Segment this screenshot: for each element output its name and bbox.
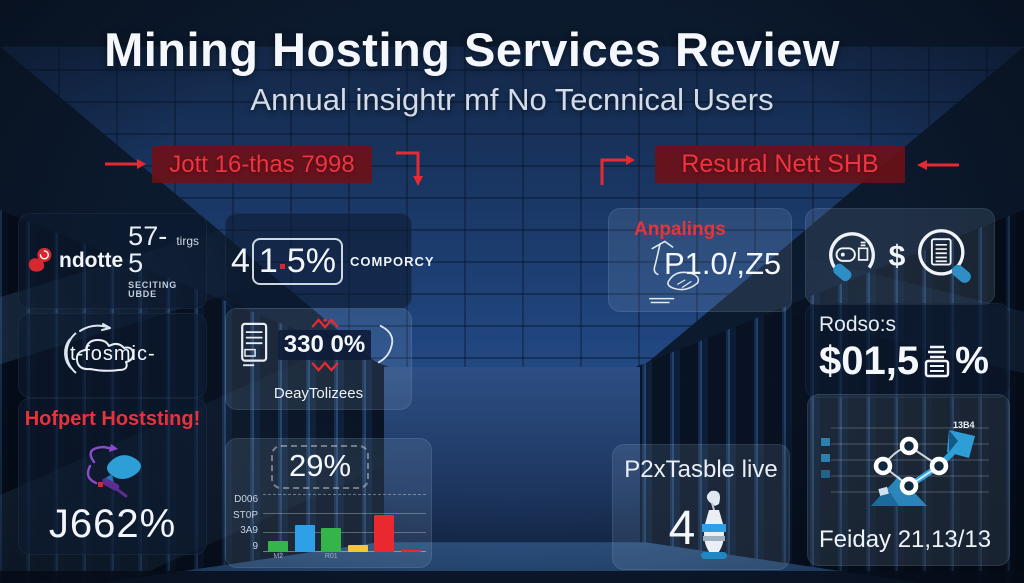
comporcy-frac: 5% (286, 241, 336, 280)
arrow-left-icon (917, 160, 959, 170)
gauge-tag-icon (828, 231, 875, 281)
cycle-whale-icon (86, 444, 141, 498)
ndotte-brand-label: ndotte (59, 249, 124, 272)
rodsos-suffix: % (955, 340, 989, 382)
hofpert-title: Hofpert Hoststing! (24, 408, 201, 430)
bar-slot (347, 494, 368, 552)
comporcy-stat-card: 4 1 5% COMPORCY (225, 213, 434, 309)
uptime-row: 330 0% (225, 318, 412, 372)
node-graph-icon (821, 427, 989, 506)
uptime-value: 330 0% (277, 330, 372, 360)
server-rack-icon (240, 322, 268, 367)
rate-headline: 29% (271, 445, 370, 489)
comporcy-outline-box: 1 5% (251, 237, 343, 285)
uptime-label: DeayTolizees (273, 385, 364, 402)
uptime-stat-card: 330 0% DeayTolizees (225, 308, 412, 410)
banner-left-label: Jott 16-thas 7998 (169, 150, 355, 178)
vase-figurine-icon (701, 490, 728, 559)
bar-slot (374, 494, 395, 552)
x-tick-label: M2 (273, 553, 284, 560)
pickaxe-sketch-icon (649, 240, 700, 304)
document-magnifier-icon (918, 228, 972, 283)
bar-y-axis: D006 ST0P 3A9 9 (233, 494, 263, 552)
p2x-value: 4 (668, 502, 696, 555)
axis-baseline (263, 551, 426, 552)
bar-slot: R01 (321, 494, 342, 560)
gridline (263, 494, 426, 496)
y-tick-label: D006 (234, 494, 258, 505)
ndotte-value: 57-5 (128, 221, 168, 278)
ndotte-value-block: 57-5 tirgs SECITING UBDE (128, 223, 199, 299)
printer-icon (924, 345, 950, 377)
p2x-stat-card: P2xTasble live 4 (612, 444, 790, 570)
bar-chart: D006 ST0P 3A9 9 M2 R01 (233, 494, 426, 560)
anpalings-stat-card: Anpalings P1.0/,Z5 (608, 208, 792, 312)
ndotte-caption: SECITING UBDE (128, 280, 178, 299)
rodsos-title: Rodso:s (819, 313, 897, 336)
rodsos-stat-card: Rodso:s $01,5 % (805, 303, 1010, 398)
rodsos-amount: $01,5 (819, 339, 920, 383)
bar (347, 545, 368, 552)
p2x-value-row: 4 (612, 490, 790, 562)
bar (400, 549, 421, 552)
gridline (263, 513, 426, 515)
bar (321, 528, 342, 552)
curve-bracket-icon (378, 324, 394, 364)
y-tick-label: 3A9 (240, 525, 258, 537)
x-tick-label: R01 (324, 553, 338, 560)
fosmic-brand-label: t-fosmic- (70, 343, 156, 365)
rate-chart-card: 29% D006 ST0P 3A9 9 M2 R01 (225, 438, 432, 568)
banner-right: Resural Nett SHB (655, 146, 905, 183)
hofpert-stat-card: Hofpert Hoststing! J662% (18, 398, 207, 555)
red-dot (279, 263, 285, 269)
y-tick-label: ST0P (232, 509, 258, 521)
bar (294, 524, 315, 552)
zigzag-icon (310, 318, 339, 329)
fosmic-logo-card: t-fosmic- (18, 313, 207, 398)
bar-slot: M2 (268, 494, 289, 560)
feiday-chart-card: 13B4 Feiday 21,13/13 (807, 394, 1010, 566)
rodsos-value-row: $01,5 % (819, 339, 1010, 384)
ndotte-stat-card: ndotte 57-5 tirgs SECITING UBDE (18, 213, 207, 309)
pricing-icons-card: $ (805, 208, 995, 305)
bar-slot (294, 494, 315, 552)
anpalings-title: Anpalings (634, 219, 726, 240)
arrow-right-icon (105, 159, 146, 169)
ndotte-unit: tirgs (176, 234, 199, 248)
elbow-up-arrow-icon (600, 155, 635, 185)
bar (268, 540, 289, 552)
bar-plot: M2 R01 (263, 494, 426, 560)
feiday-label: Feiday 21,13/13 (819, 526, 992, 553)
cloud-sync-icon (64, 323, 135, 374)
zigzag-icon (310, 361, 339, 372)
page-title: Mining Hosting Services Review (104, 23, 840, 76)
ndotte-logo-icon (28, 247, 52, 272)
comporcy-int: 4 (231, 241, 250, 280)
comporcy-label: COMPORCY (349, 253, 435, 269)
node-graph-label: 13B4 (953, 420, 975, 430)
banner-left: Jott 16-thas 7998 (152, 146, 372, 183)
y-tick-label: 9 (252, 540, 258, 552)
p2x-title: P2xTasble live (624, 456, 778, 483)
anpalings-value: P1.0/,Z5 (664, 246, 782, 281)
hofpert-value: J662% (48, 502, 177, 546)
gridline (263, 532, 426, 534)
bar (374, 515, 395, 552)
dollar-sign: $ (888, 239, 906, 273)
uptime-mid: 330 0% (277, 318, 372, 372)
comporcy-boxed-digit: 1 (258, 241, 278, 280)
banner-right-label: Resural Nett SHB (681, 150, 879, 178)
elbow-down-arrow-icon (396, 151, 423, 186)
page-subtitle: Annual insightr mf No Tecnnical Users (250, 82, 774, 117)
bar-slot (400, 494, 421, 552)
